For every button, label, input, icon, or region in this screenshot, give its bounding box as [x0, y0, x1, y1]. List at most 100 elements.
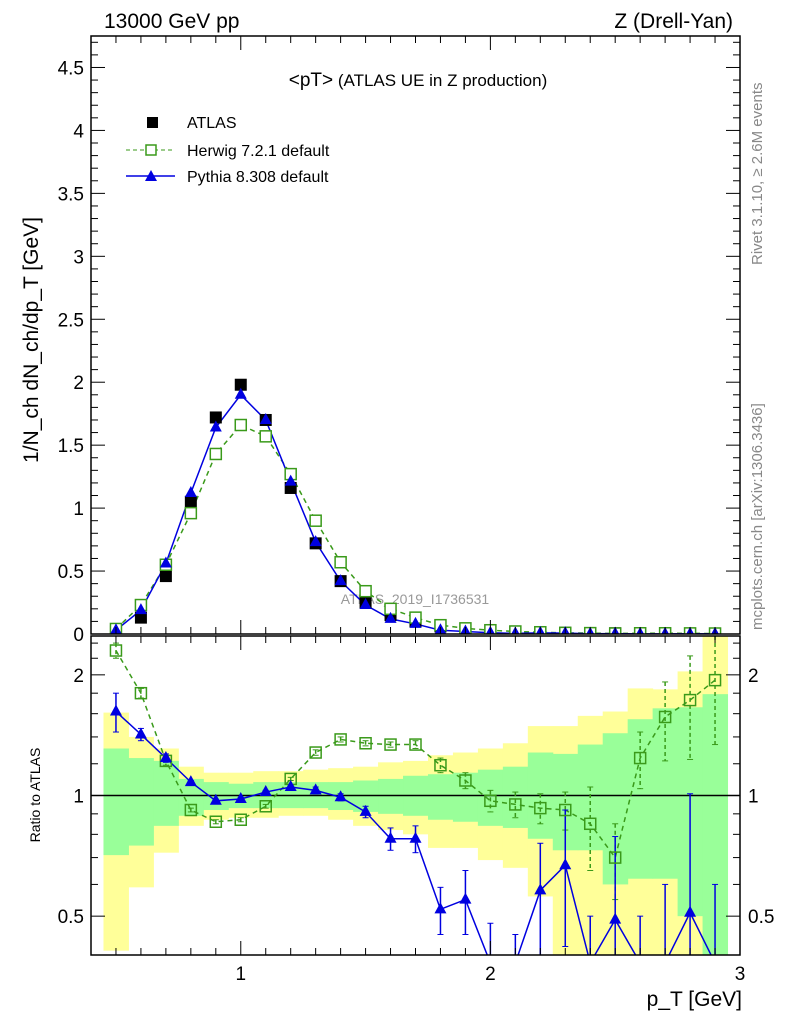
x-tick-label: 2 [485, 964, 496, 985]
title-sub: (ATLAS UE in Z production) [338, 71, 547, 90]
ratio-herwig-point [434, 758, 447, 772]
band-stat [153, 760, 179, 826]
ratio-pythia-point [459, 892, 472, 904]
atlas-point [184, 495, 197, 508]
plot-title: <pT> (ATLAS UE in Z production) [289, 70, 548, 91]
ratio-pythia-point [209, 793, 222, 805]
header-left: 13000 GeV pp [104, 10, 239, 33]
band-stat [427, 774, 454, 820]
ratio-pythia-point [559, 858, 572, 870]
watermark: ATLAS_2019_I1736531 [341, 591, 490, 607]
herwig-point [309, 514, 322, 527]
ratio-y-tick-label: 2 [73, 666, 84, 687]
ratio-herwig-point [134, 686, 148, 700]
x-tick-label: 1 [235, 964, 246, 985]
band-stat [128, 758, 154, 846]
pythia-point [159, 556, 172, 568]
ratio-herwig-point [384, 738, 397, 751]
pythia-point [384, 611, 397, 623]
ratio-herwig-point [608, 851, 622, 864]
y-tick-label: 2.5 [58, 310, 84, 331]
ratio-herwig-point [534, 801, 547, 815]
ratio-herwig-point [259, 800, 272, 813]
herwig-point [234, 418, 248, 432]
y-tick-label: 3 [73, 247, 84, 268]
pythia-point [309, 535, 322, 547]
ratio-pythia-point [609, 912, 622, 924]
ratio-pythia-point [434, 902, 447, 914]
ratio-herwig-point [459, 774, 472, 787]
ratio-pythia-point [309, 783, 322, 795]
y-tick-label: 4.5 [58, 58, 84, 79]
y-axis-label: 1/N_ch dN_ch/dp_T [GeV] [20, 217, 43, 463]
ratio-herwig-point [409, 738, 422, 751]
ratio-herwig-point [234, 813, 248, 826]
y-tick-label: 0.5 [58, 562, 84, 583]
ratio-herwig-point [583, 817, 597, 831]
ratio-y-tick-label: 1 [73, 787, 84, 808]
ratio-herwig-point [334, 733, 347, 746]
ratio-herwig-point [658, 710, 672, 724]
ratio-pythia-point [684, 905, 697, 917]
y-tick-label: 0 [73, 625, 84, 646]
pythia-point [184, 485, 197, 497]
ratio-series [109, 636, 722, 967]
ratio-pythia-point [384, 831, 397, 843]
legend-pythia-label: Pythia 8.308 default [187, 169, 329, 186]
ratio-herwig-point [633, 751, 647, 765]
header-right: Z (Drell-Yan) [614, 10, 733, 33]
ratio-herwig-point [184, 803, 198, 817]
herwig-point [209, 447, 223, 461]
ratio-pythia-point [234, 792, 247, 804]
pythia-point [209, 420, 222, 432]
ratio-herwig-point [209, 815, 223, 829]
atlas-point [209, 411, 222, 424]
mcplots-label: mcplots.cern.ch [arXiv:1306.3436] [749, 403, 766, 630]
ratio-pythia-point [184, 775, 197, 787]
pythia-point [259, 412, 272, 424]
band-stat [103, 748, 129, 856]
ratio-pythia-point [634, 956, 646, 967]
ratio-herwig-point [683, 693, 697, 707]
y-tick-label: 1 [73, 499, 84, 520]
legend-pythia-marker [145, 170, 157, 181]
ratio-herwig-point [309, 746, 322, 759]
ratio-pythia-point [334, 790, 347, 802]
band-stat [378, 778, 404, 814]
pythia-point [284, 474, 297, 486]
atlas-point [134, 611, 147, 624]
ratio-pythia-point [659, 956, 671, 967]
legend-atlas-marker [147, 117, 158, 128]
rivet-label: Rivet 3.1.10, ≥ 2.6M events [749, 83, 766, 266]
band-stat [502, 766, 529, 828]
y-tick-label: 1.5 [58, 436, 84, 457]
y-tick-label: 2 [73, 373, 84, 394]
y-tick-label: 4 [73, 121, 84, 142]
ratio-pythia-point [284, 780, 297, 792]
ratio-herwig-point [509, 798, 522, 811]
legend-atlas-label: ATLAS [187, 115, 237, 132]
x-axis-label: p_T [GeV] [647, 988, 742, 1011]
ratio-y-axis-label: Ratio to ATLAS [27, 748, 43, 843]
ratio-herwig-point [484, 794, 497, 808]
x-tick-label: 3 [735, 964, 746, 985]
ratio-y-tick-label: 0.5 [58, 907, 84, 928]
ratio-y-tick-label-right: 1 [748, 787, 759, 808]
herwig-point [184, 506, 198, 520]
ratio-plot-area [91, 636, 740, 967]
ratio-pythia-point [134, 727, 147, 739]
y-tick-label: 3.5 [58, 184, 84, 205]
atlas-point [159, 570, 172, 583]
atlas-point [234, 378, 247, 391]
ratio-pythia-point [534, 883, 547, 895]
legend-herwig-marker [145, 144, 157, 156]
ratio-y-tick-label-right: 0.5 [748, 907, 774, 928]
ratio-pythia-point [109, 704, 122, 716]
ratio-bands [103, 636, 729, 955]
ratio-pythia-point [584, 956, 596, 967]
ratio-herwig-point [109, 644, 123, 657]
pythia-point [234, 387, 247, 399]
ratio-pythia-point [409, 831, 422, 843]
band-stat [652, 708, 679, 879]
